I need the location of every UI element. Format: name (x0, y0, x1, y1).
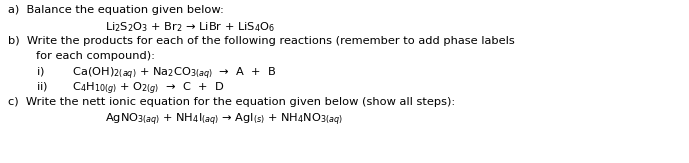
Text: a)  Balance the equation given below:: a) Balance the equation given below: (8, 5, 224, 15)
Text: i)        Ca(OH)$_{2(aq)}$ + Na$_2$CO$_{3(aq)}$  →  A  +  B: i) Ca(OH)$_{2(aq)}$ + Na$_2$CO$_{3(aq)}$… (36, 66, 276, 82)
Text: Li$_2$S$_2$O$_3$ + Br$_2$ → LiBr + LiS$_4$O$_6$: Li$_2$S$_2$O$_3$ + Br$_2$ → LiBr + LiS$_… (105, 20, 275, 34)
Text: c)  Write the nett ionic equation for the equation given below (show all steps):: c) Write the nett ionic equation for the… (8, 97, 455, 107)
Text: ii)       C$_4$H$_{10(g)}$ + O$_{2(g)}$  →  C  +  D: ii) C$_4$H$_{10(g)}$ + O$_{2(g)}$ → C + … (36, 81, 225, 97)
Text: b)  Write the products for each of the following reactions (remember to add phas: b) Write the products for each of the fo… (8, 36, 515, 46)
Text: AgNO$_{3(aq)}$ + NH$_4$I$_{(aq)}$ → AgI$_{(s)}$ + NH$_4$NO$_{3(aq)}$: AgNO$_{3(aq)}$ + NH$_4$I$_{(aq)}$ → AgI$… (105, 112, 343, 128)
Text: for each compound):: for each compound): (36, 51, 155, 61)
